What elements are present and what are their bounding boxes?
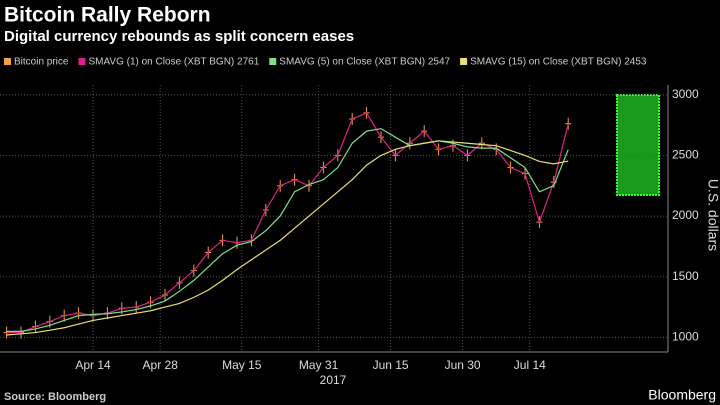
x-tick-label: Jun 15 xyxy=(373,358,409,372)
legend-label: SMAVG (15) on Close (XBT BGN) 2453 xyxy=(470,57,647,68)
y-axis-label: U.S. dollars xyxy=(705,179,720,251)
x-tick-label: May 31 xyxy=(299,358,339,372)
x-tick-label: May 15 xyxy=(222,358,262,372)
brand: Bloomberg xyxy=(648,387,716,403)
highlight-box xyxy=(616,94,660,196)
legend-label: Bitcoin price xyxy=(14,57,69,68)
source: Source: Bloomberg xyxy=(4,391,106,403)
chart-subtitle: Digital currency rebounds as split conce… xyxy=(4,28,354,45)
x-tick-label: Jul 14 xyxy=(514,358,546,372)
x-tick-label: Apr 28 xyxy=(143,358,179,372)
series-line xyxy=(6,140,569,336)
legend-label: SMAVG (5) on Close (XBT BGN) 2547 xyxy=(279,57,450,68)
y-tick-label: 2000 xyxy=(672,208,699,222)
legend-swatch xyxy=(460,58,468,65)
legend-swatch xyxy=(269,58,277,65)
series-line xyxy=(6,112,569,334)
chart-title: Bitcoin Rally Reborn xyxy=(4,4,211,27)
series-line xyxy=(6,128,569,332)
y-tick-label: 1500 xyxy=(672,269,699,283)
legend-swatch xyxy=(78,58,86,65)
x-tick-label: Apr 14 xyxy=(75,358,111,372)
y-tick-label: 3000 xyxy=(672,87,699,101)
x-tick-label: Jun 30 xyxy=(445,358,481,372)
legend-label: SMAVG (1) on Close (XBT BGN) 2761 xyxy=(88,57,259,68)
y-tick-label: 2500 xyxy=(672,148,699,162)
legend-swatch xyxy=(4,58,11,65)
y-tick-label: 1000 xyxy=(672,330,699,344)
year-label: 2017 xyxy=(320,373,347,387)
